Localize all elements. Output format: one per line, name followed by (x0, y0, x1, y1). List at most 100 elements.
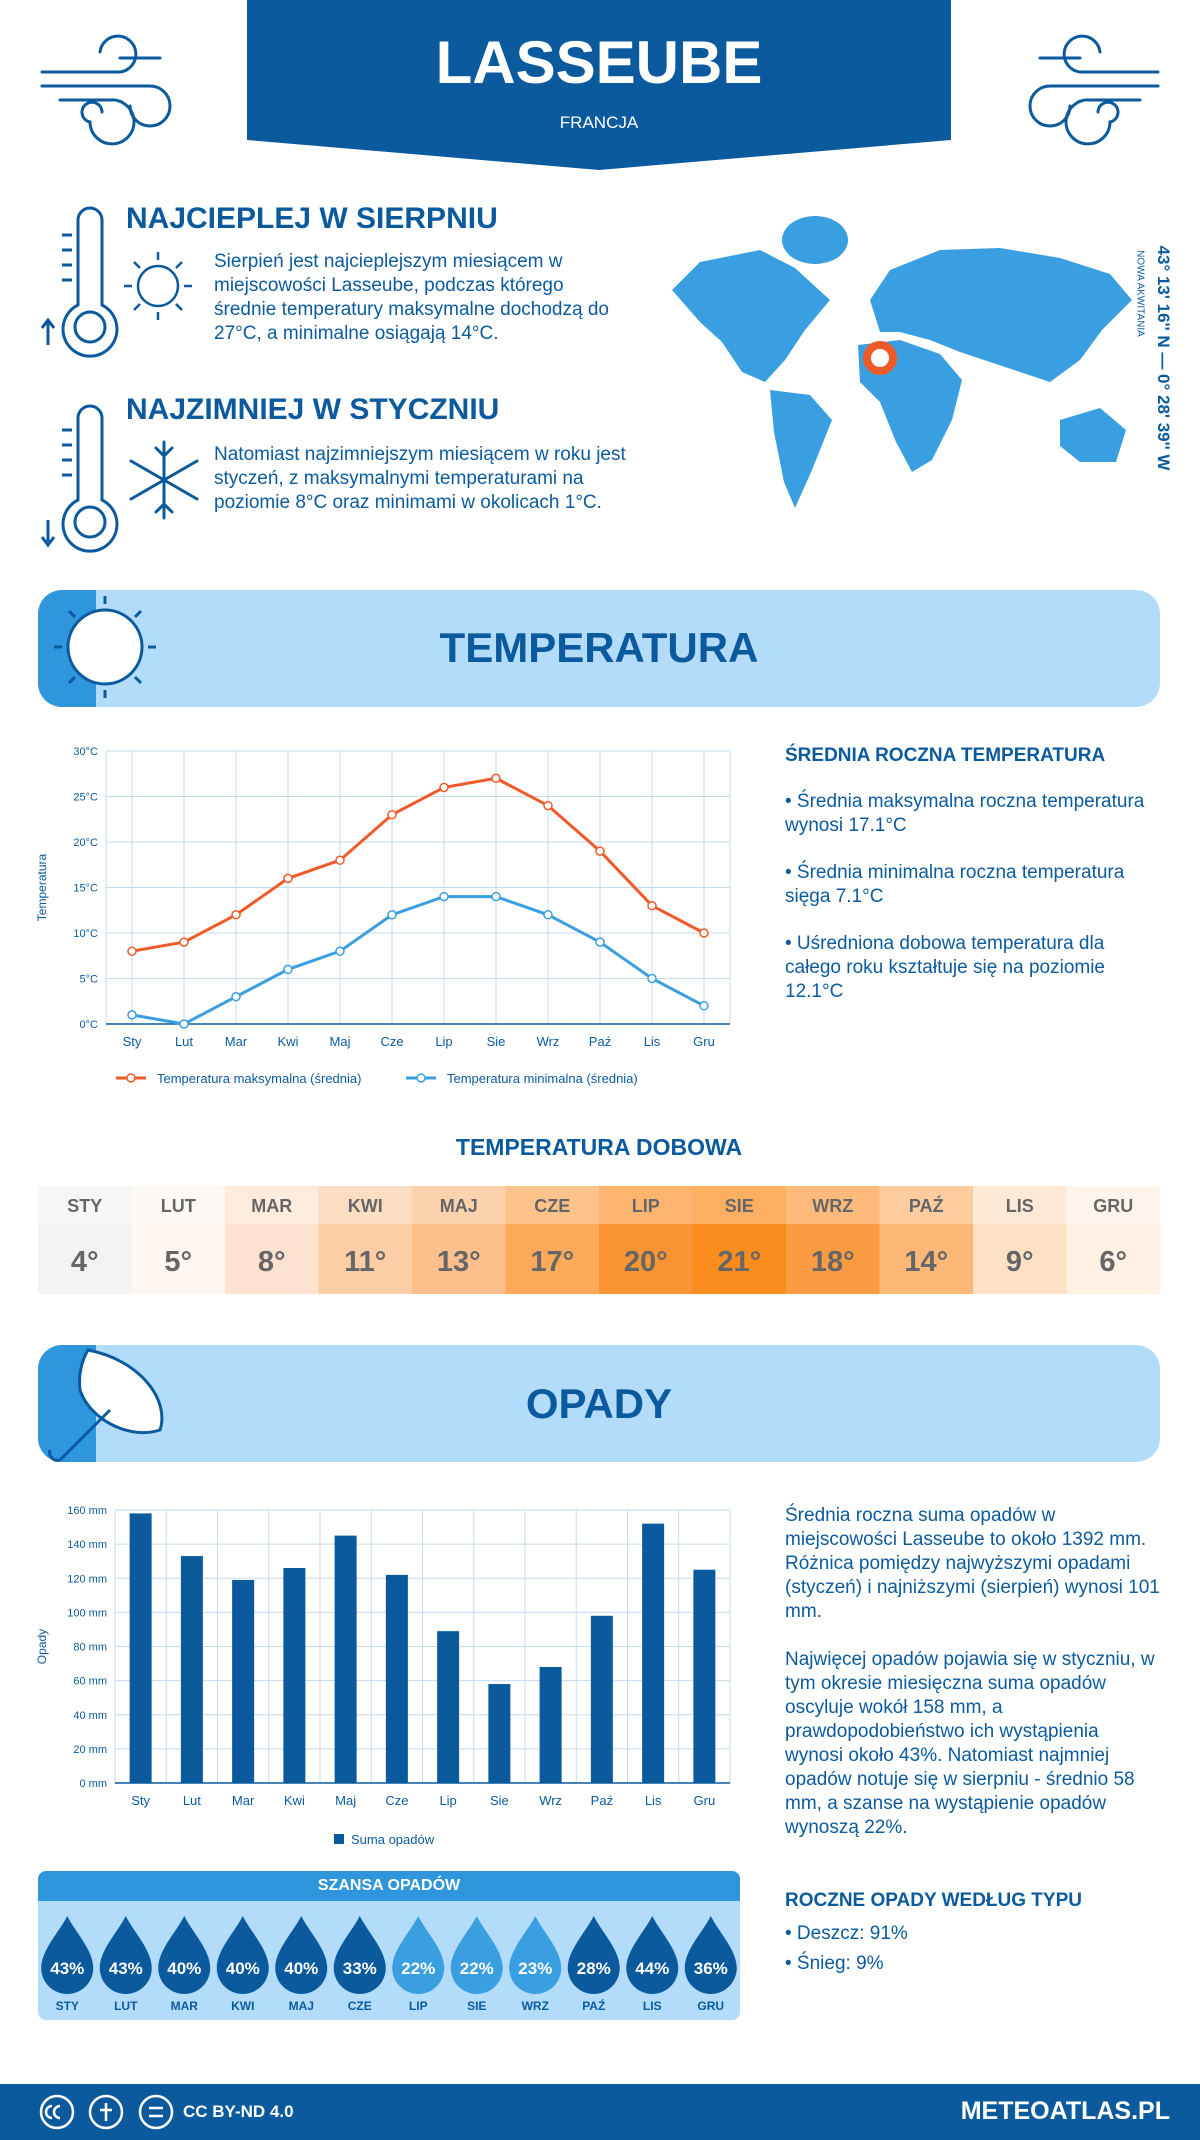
sun-icon (54, 596, 156, 698)
summary-item: • Średnia maksymalna roczna temperatura … (785, 791, 1145, 836)
chance-value: 43% (109, 1959, 143, 1978)
table-cell (692, 1186, 787, 1294)
chance-value: 28% (577, 1959, 611, 1978)
footer-bar (0, 2084, 1200, 2140)
x-tick-label: Gru (694, 1793, 716, 1808)
point (179, 937, 189, 947)
drop (99, 1916, 152, 1995)
temperature-value: 8° (258, 1246, 286, 1278)
legend-label: Temperatura minimalna (średnia) (447, 1071, 638, 1086)
point (595, 937, 605, 947)
legend-marker (126, 1073, 136, 1083)
point (127, 946, 137, 956)
table-title: TEMPERATURA DOBOWA (455, 1134, 743, 1160)
temperature-value: 9° (1006, 1246, 1034, 1278)
x-tick-label: Lip (439, 1793, 456, 1808)
x-tick-label: Sty (131, 1793, 150, 1808)
chance-value: 44% (635, 1959, 669, 1978)
legend-marker (416, 1073, 426, 1083)
location-marker (863, 341, 897, 375)
x-tick-label: Sie (487, 1034, 506, 1049)
table-cell (973, 1186, 1067, 1294)
summary-text: Średnia roczna suma opadów w miejscowośc… (785, 1505, 1160, 1622)
region: NOWA AKWITANIA (1134, 250, 1146, 337)
bar (129, 1513, 152, 1783)
temperature-value: 17° (530, 1246, 574, 1278)
y-tick-label: 160 mm (67, 1505, 107, 1517)
x-tick-label: Lut (183, 1793, 201, 1808)
bar (590, 1615, 613, 1783)
highlight-text: Sierpień jest najcieplejszym miesiącem w… (214, 251, 609, 344)
header-cell-overlay (599, 1186, 693, 1224)
thermometer-icon (40, 206, 119, 358)
bar (334, 1535, 357, 1783)
summary-title: ŚREDNIA ROCZNA TEMPERATURA (785, 745, 1106, 766)
header-cell-overlay (1066, 1186, 1161, 1224)
summary-item: • Uśredniona dobowa temperatura dla całe… (785, 933, 1106, 1002)
x-tick-label: Paź (589, 1034, 611, 1049)
y-tick-label: 80 mm (73, 1642, 107, 1654)
chance-value: 40% (284, 1959, 318, 1978)
y-tick-label: 15°C (73, 883, 98, 895)
y-tick-label: 0°C (80, 1019, 99, 1031)
x-tick-label: Cze (385, 1793, 408, 1808)
bar (283, 1568, 306, 1783)
site: METEOATLAS.PL (960, 2097, 1170, 2125)
chance-value: 36% (694, 1959, 728, 1978)
highlight-title: NAJZIMNIEJ W STYCZNIU (126, 393, 500, 426)
temperature-value: 21° (717, 1246, 761, 1278)
temperature-value: 5° (164, 1246, 192, 1278)
month-label: MAR (251, 1196, 292, 1216)
header-cell-overlay (879, 1186, 974, 1224)
month-label: LUT (114, 1999, 138, 2013)
drop (275, 1916, 328, 1995)
point (647, 900, 657, 911)
legend-label: Temperatura maksymalna (średnia) (157, 1071, 361, 1086)
chance-value: 22% (460, 1959, 494, 1978)
table-cell (1066, 1186, 1161, 1294)
month-label: CZE (348, 1999, 372, 2013)
header-cell-overlay (786, 1186, 880, 1224)
point (283, 873, 293, 884)
bar (539, 1666, 562, 1783)
month-label: LIP (409, 1999, 428, 2013)
y-tick-label: 60 mm (73, 1676, 107, 1688)
y-tick-label: 120 mm (67, 1573, 107, 1585)
license-icons (39, 2094, 174, 2130)
drop (684, 1916, 737, 1995)
y-tick-label: 0 mm (80, 1778, 108, 1790)
point (491, 773, 501, 784)
point (699, 928, 709, 938)
month-label: SIE (725, 1196, 754, 1216)
daily-temperature-table: STY 4° LUT 5° MAR 8° KWI 11° MAJ 13° CZE 17° LIP 20° S… (38, 1186, 1161, 1294)
y-axis-label: Temperatura (35, 853, 49, 921)
type-item: • Śnieg: 9% (785, 1953, 884, 1974)
month-label: WRZ (522, 1999, 549, 2013)
wind-icon (1028, 34, 1160, 146)
month-label: LIP (632, 1196, 660, 1216)
chance-header (38, 1871, 740, 1901)
series-line (131, 895, 705, 1026)
table-cell (412, 1186, 506, 1294)
section-banner (38, 590, 1160, 707)
chance-box (38, 1871, 740, 2020)
point (231, 910, 241, 920)
drop (41, 1916, 94, 1995)
table-cell (225, 1186, 319, 1294)
bar (488, 1684, 511, 1783)
x-tick-label: Wrz (539, 1793, 562, 1808)
month-label: KWI (348, 1196, 383, 1216)
header-cell-overlay (131, 1186, 226, 1224)
subtitle: FRANCJA (559, 113, 639, 132)
sun-icon (124, 252, 192, 320)
section-banner (38, 1345, 1160, 1462)
temperature-value: 14° (904, 1246, 948, 1278)
precipitation-chart: 0 mm 20 mm 40 mm 60 mm 80 mm 100 mm 120 mm 140 … (35, 1505, 731, 1847)
wind-icon (40, 34, 172, 146)
y-tick-label: 40 mm (73, 1710, 107, 1722)
month-label: MAJ (440, 1196, 478, 1216)
y-axis-label: Opady (35, 1629, 49, 1664)
drop (567, 1916, 620, 1995)
